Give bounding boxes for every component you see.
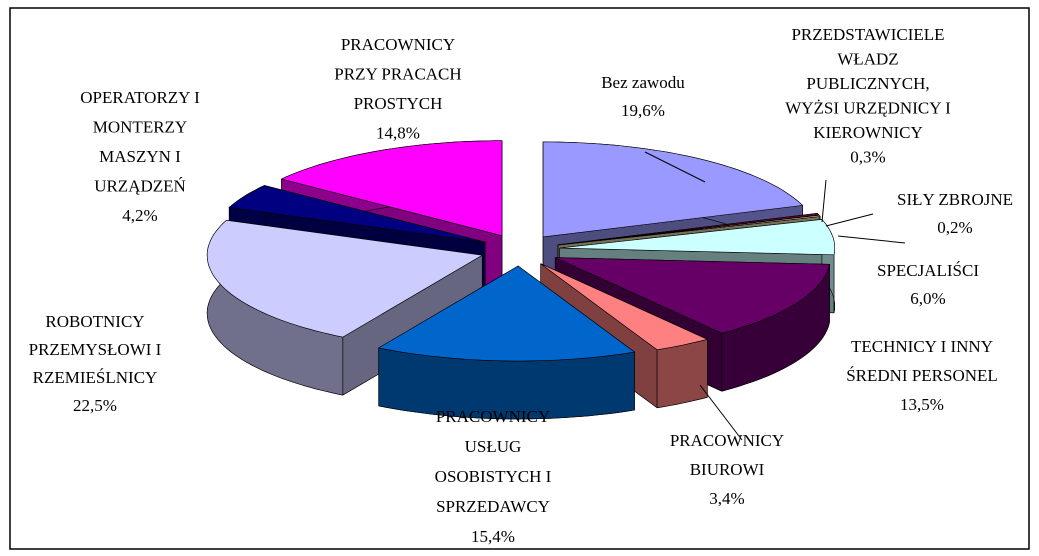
category-label: PRZY PRACACH [334, 65, 461, 84]
slice [377, 265, 636, 362]
category-label: URZĄDZEŃ [94, 177, 186, 196]
category-label: PRZEDSTAWICIELE [791, 25, 944, 44]
value-label: 22,5% [73, 396, 117, 415]
category-label: PRACOWNICY [341, 35, 455, 54]
value-label: 15,4% [471, 527, 515, 546]
category-label: PUBLICZNYCH, [806, 74, 929, 93]
value-label: 3,4% [709, 489, 744, 508]
category-label: PROSTYCH [354, 94, 443, 113]
value-label: 14,8% [376, 124, 420, 143]
value-label: 4,2% [122, 206, 157, 225]
category-label: SPRZEDAWCY [436, 497, 550, 516]
slice [542, 141, 804, 238]
category-label: WYŻSI URZĘDNICY I [785, 99, 951, 118]
labels: Bez zawodu 19,6% PRZEDSTAWICIELE WŁADZ PUBLI… [29, 25, 1013, 546]
category-label: ŚREDNI PERSONEL [846, 366, 998, 385]
category-label: MONTERZY [93, 118, 187, 137]
category-label: PRACOWNICY [670, 431, 784, 450]
value-label: 6,0% [910, 289, 945, 308]
value-label: 0,2% [937, 218, 972, 237]
leader-line [644, 151, 706, 183]
value-label: 13,5% [900, 395, 944, 414]
slice [558, 214, 821, 246]
category-label: PRACOWNICY [436, 407, 550, 426]
slice [559, 219, 835, 256]
category-label: BIUROWI [690, 460, 765, 479]
slice [280, 140, 503, 237]
slice [228, 185, 486, 243]
category-label: Bez zawodu [601, 73, 685, 92]
slice [557, 212, 820, 246]
category-label: MASZYN I [99, 147, 181, 166]
leader-line [821, 179, 827, 223]
slice-wall [656, 339, 708, 409]
slice [555, 257, 830, 334]
category-label: SIŁY ZBROJNE [897, 190, 1013, 209]
category-label: PRZEMYSŁOWI I [29, 340, 162, 359]
leader-line [837, 235, 906, 244]
value-label: 0,3% [850, 148, 885, 167]
value-label: 19,6% [621, 101, 665, 120]
category-label: OSOBISTYCH I [435, 467, 552, 486]
category-label: ROBOTNICY [45, 312, 144, 331]
leader-line [699, 384, 743, 441]
category-label: USŁUG [465, 437, 522, 456]
category-label: KIEROWNICY [813, 123, 923, 142]
leader-line [825, 213, 874, 227]
slice [206, 219, 484, 338]
category-label: RZEMIEŚLNICY [33, 368, 158, 387]
category-label: OPERATORZY I [80, 88, 200, 107]
slice [540, 263, 709, 351]
category-label: WŁADZ [837, 50, 898, 69]
pie [206, 140, 835, 420]
category-label: SPECJALIŚCI [877, 261, 979, 280]
category-label: TECHNICY I INNY [851, 337, 993, 356]
